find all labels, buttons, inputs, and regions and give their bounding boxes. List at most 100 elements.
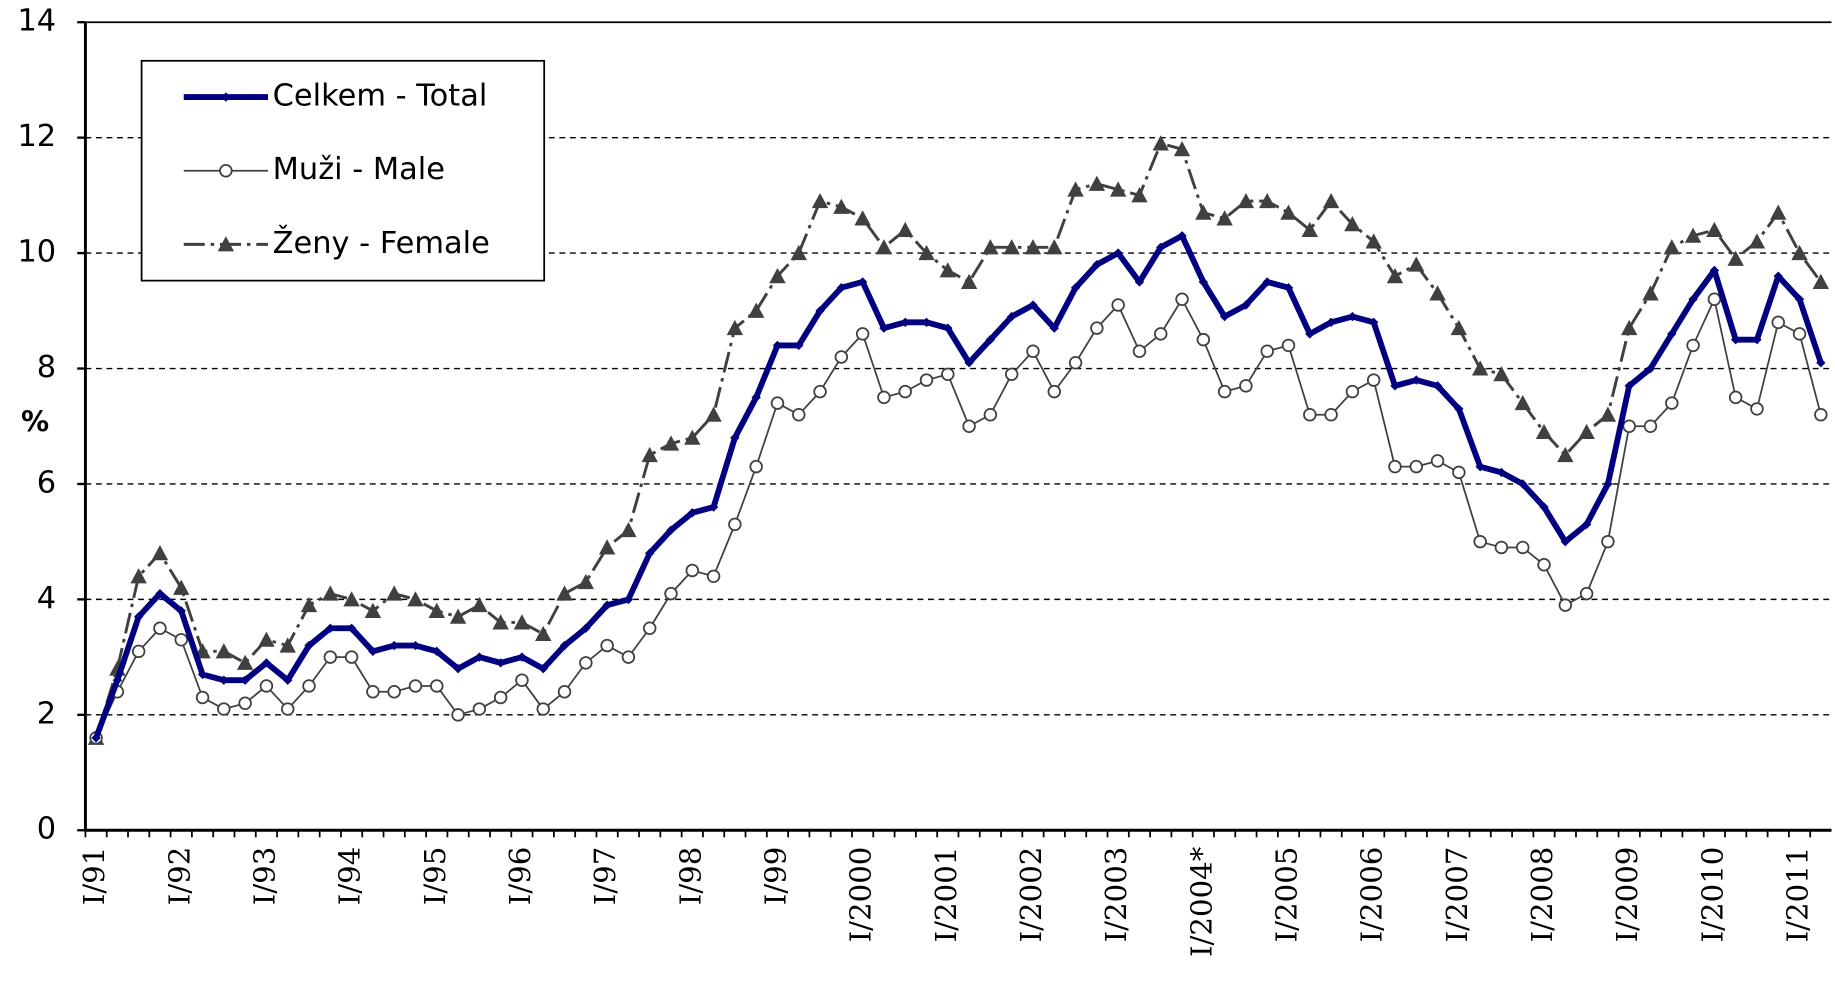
point <box>579 656 593 670</box>
point <box>918 244 935 261</box>
point <box>1173 141 1191 157</box>
point <box>1196 332 1211 347</box>
point <box>385 585 403 601</box>
point <box>1706 221 1723 238</box>
point <box>1301 221 1318 238</box>
point <box>1514 394 1531 411</box>
point <box>536 702 550 716</box>
point <box>1748 233 1766 249</box>
point <box>1621 319 1638 336</box>
x-tick-label: I/93 <box>247 847 281 906</box>
point <box>176 606 186 616</box>
point <box>449 608 467 624</box>
point <box>1046 239 1063 255</box>
point <box>1599 406 1617 422</box>
point <box>1686 338 1700 353</box>
point <box>685 563 700 578</box>
point <box>898 384 912 399</box>
point <box>943 323 953 333</box>
y-tick-label: 12 <box>17 119 56 154</box>
point <box>749 459 763 474</box>
point <box>1603 479 1613 489</box>
series <box>91 231 1826 743</box>
point <box>1667 329 1677 339</box>
point <box>1429 285 1446 301</box>
point <box>1369 317 1379 328</box>
point <box>1113 248 1123 258</box>
point <box>215 643 233 659</box>
x-tick-label: I/2011 <box>1781 847 1815 943</box>
point <box>1816 358 1826 368</box>
point <box>941 367 955 382</box>
point <box>557 685 572 699</box>
y-axis-label: % <box>21 405 49 438</box>
point <box>408 679 423 693</box>
point <box>219 164 233 178</box>
point <box>130 568 147 584</box>
point <box>1516 540 1530 555</box>
x-tick-label: I/2008 <box>1525 847 1559 943</box>
point <box>1386 267 1404 284</box>
point <box>1088 175 1106 191</box>
point <box>240 675 250 685</box>
point <box>174 633 188 647</box>
point <box>664 586 678 601</box>
point <box>684 429 701 445</box>
point <box>730 433 740 443</box>
point <box>1814 407 1828 422</box>
point <box>300 596 318 613</box>
point <box>195 690 210 705</box>
point <box>1241 300 1251 310</box>
x-tick-label: I/2005 <box>1270 847 1304 943</box>
point <box>1175 292 1189 306</box>
point <box>1260 344 1274 358</box>
point <box>323 650 338 664</box>
point <box>513 614 531 630</box>
x-tick-label: I/98 <box>673 847 707 906</box>
point <box>708 502 719 512</box>
point <box>1454 404 1464 414</box>
legend-label: Celkem - Total <box>273 79 488 114</box>
y-tick-label: 0 <box>37 812 56 847</box>
point <box>1365 233 1382 249</box>
point <box>1219 311 1230 322</box>
point <box>1794 294 1805 304</box>
point <box>792 407 806 422</box>
point <box>1366 373 1381 387</box>
point <box>238 696 252 711</box>
point <box>1326 317 1336 328</box>
point <box>515 673 529 687</box>
point <box>344 650 359 664</box>
point <box>1539 502 1549 512</box>
point <box>1388 459 1402 474</box>
point <box>1771 315 1785 330</box>
point <box>919 373 934 387</box>
x-tick-label: I/2000 <box>844 847 878 943</box>
point <box>474 652 485 662</box>
point <box>1728 390 1743 405</box>
point <box>535 625 552 642</box>
point <box>728 517 742 532</box>
point <box>1624 381 1634 391</box>
point <box>1688 294 1698 304</box>
point <box>492 614 509 630</box>
point <box>726 319 744 336</box>
point <box>581 623 591 633</box>
x-tick-label: I/2006 <box>1355 847 1389 943</box>
point <box>960 273 978 289</box>
point <box>197 669 208 680</box>
point <box>705 406 722 422</box>
point <box>769 267 786 284</box>
point <box>983 407 998 422</box>
point <box>1408 256 1425 272</box>
point <box>790 244 807 261</box>
y-tick-label: 10 <box>17 235 56 270</box>
point <box>1347 311 1358 322</box>
point <box>453 663 463 674</box>
point <box>747 302 765 318</box>
point <box>1578 423 1595 440</box>
point <box>877 390 891 405</box>
point <box>1134 277 1145 287</box>
point <box>964 358 974 368</box>
